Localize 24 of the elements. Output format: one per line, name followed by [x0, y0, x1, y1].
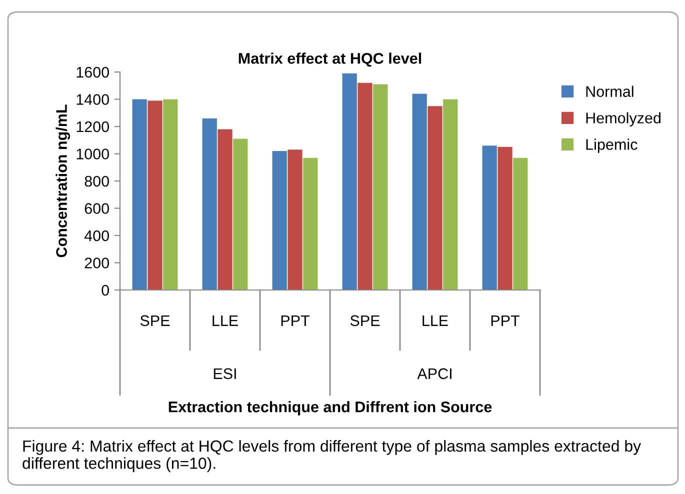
x-tick-label: SPE — [140, 315, 170, 326]
y-tick-label: 1000 — [76, 148, 109, 160]
caption: Figure 4: Matrix effect at HQC levels from different type of plasma samples extracted by different techniques (n=10). — [22, 440, 642, 472]
y-tick-label: 800 — [84, 176, 109, 187]
x-tick-label: PPT — [281, 315, 310, 326]
y-tick-label: 0 — [102, 284, 109, 296]
legend-label: Lipemic — [586, 138, 638, 153]
y-tick-label: 1200 — [76, 121, 109, 132]
y-tick-label: 200 — [84, 258, 109, 268]
y-tick-label: 1600 — [76, 66, 109, 78]
x-tick-label: LLE — [422, 315, 448, 326]
x-axis-title: Extraction technique and Diffrent ion Source — [168, 401, 492, 416]
y-tick-label: 1400 — [76, 94, 109, 105]
text: ESI — [214, 368, 236, 380]
y-tick-label: 600 — [84, 203, 109, 214]
legend-label: Hemolyzed — [586, 112, 660, 126]
text: APCI — [417, 368, 452, 380]
y-axis-title: Concentration ng/mL — [56, 104, 70, 258]
legend-label: Normal — [586, 86, 634, 97]
x-tick-label: SPE — [350, 315, 380, 326]
chart-title: Matrix effect at HQC level — [238, 52, 422, 67]
x-tick-label: LLE — [212, 315, 238, 326]
y-tick-label: 400 — [84, 230, 109, 242]
x-tick-label: PPT — [491, 315, 520, 326]
